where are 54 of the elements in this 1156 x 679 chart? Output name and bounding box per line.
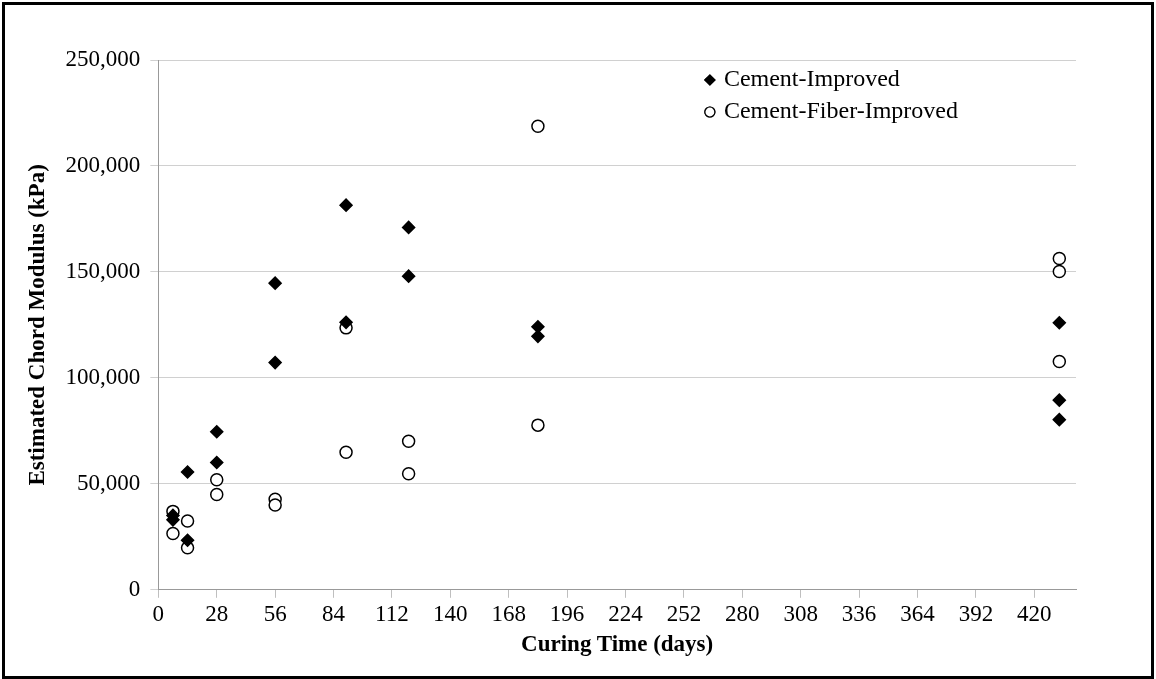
point: [531, 320, 545, 334]
point: [180, 514, 195, 528]
point: [268, 276, 282, 290]
point: [531, 329, 545, 344]
point: [401, 220, 416, 235]
x-tick-label: 196: [549, 600, 585, 626]
y-tick-label: 200,000: [65, 152, 141, 178]
x-tick-label: 420: [1017, 600, 1052, 626]
point: [339, 315, 353, 330]
point: [1052, 412, 1067, 427]
legend-label: Cement-Fiber-Improved: [723, 97, 959, 124]
point: [210, 424, 224, 439]
point: [1052, 393, 1067, 407]
point: [268, 355, 282, 370]
point: [401, 269, 416, 283]
x-tick-label: 28: [205, 600, 229, 626]
point: [339, 445, 353, 460]
x-tick-label: 56: [263, 600, 287, 626]
point: [210, 473, 224, 487]
point: [1052, 316, 1067, 330]
x-tick-label: 392: [958, 600, 994, 626]
point: [1052, 264, 1067, 279]
x-tick-label: 252: [666, 600, 702, 626]
point: [1052, 251, 1067, 266]
y-tick-label: 0: [128, 575, 141, 601]
point: [531, 119, 545, 134]
x-tick-label: 308: [783, 600, 818, 626]
point: [401, 434, 416, 448]
point: [166, 526, 180, 541]
y-axis-title: Estimated Chord Modulus (kPa): [23, 164, 49, 486]
point: [1052, 354, 1067, 369]
legend-label: Cement-Improved: [723, 65, 900, 92]
point: [339, 198, 353, 212]
point: [180, 533, 195, 547]
point: [268, 498, 282, 512]
point: [401, 466, 416, 481]
x-tick-label: 84: [322, 600, 346, 626]
point: [210, 487, 224, 502]
y-tick-label: 150,000: [65, 257, 141, 283]
x-tick-label: 364: [900, 600, 936, 626]
x-axis-title: Curing Time (days): [521, 631, 714, 657]
point: [180, 465, 195, 479]
x-tick-label: 140: [433, 600, 468, 626]
point: [210, 455, 224, 470]
x-tick-label: 112: [375, 600, 409, 626]
x-tick-label: 280: [725, 600, 760, 626]
point: [531, 418, 545, 432]
x-tick-label: 224: [608, 600, 644, 626]
y-tick-label: 50,000: [77, 469, 141, 495]
x-tick-label: 0: [152, 600, 165, 626]
x-tick-label: 168: [491, 600, 526, 626]
y-tick-label: 250,000: [65, 46, 141, 72]
x-tick-label: 336: [841, 600, 877, 626]
y-tick-label: 100,000: [65, 363, 141, 389]
